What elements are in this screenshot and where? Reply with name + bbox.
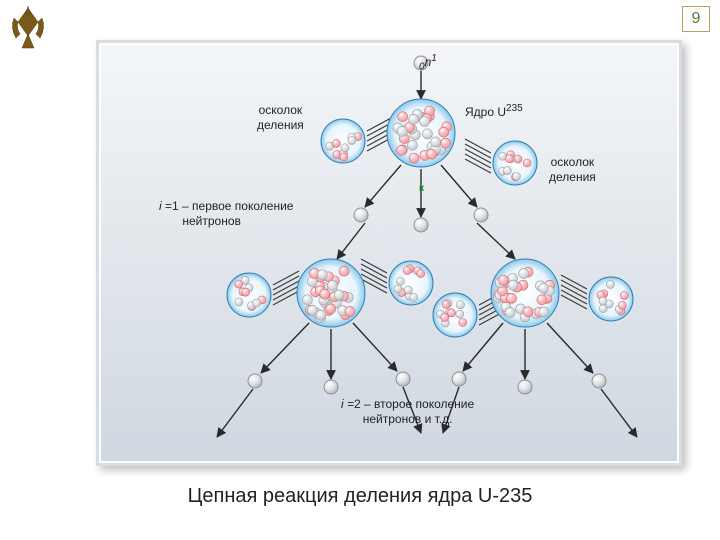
k-mark: к: [419, 183, 424, 196]
neutron-notation: 0n1: [419, 53, 437, 74]
generation-1-label: i =1 – первое поколение нейтронов: [159, 199, 293, 229]
page-number: 9: [682, 6, 710, 32]
fragment-label-left: осколокделения: [257, 103, 304, 133]
fragment-label-right: осколокделения: [549, 155, 596, 185]
diagram-caption: Цепная реакция деления ядра U-235: [0, 485, 720, 508]
nucleus-label: Ядро U235: [465, 103, 523, 120]
diagram-frame: 0n1 Ядро U235 осколокделения осколокделе…: [96, 40, 682, 466]
emblem-icon: [6, 4, 50, 52]
generation-2-label: i =2 – второе поколениенейтронов и т.д.: [341, 397, 474, 427]
